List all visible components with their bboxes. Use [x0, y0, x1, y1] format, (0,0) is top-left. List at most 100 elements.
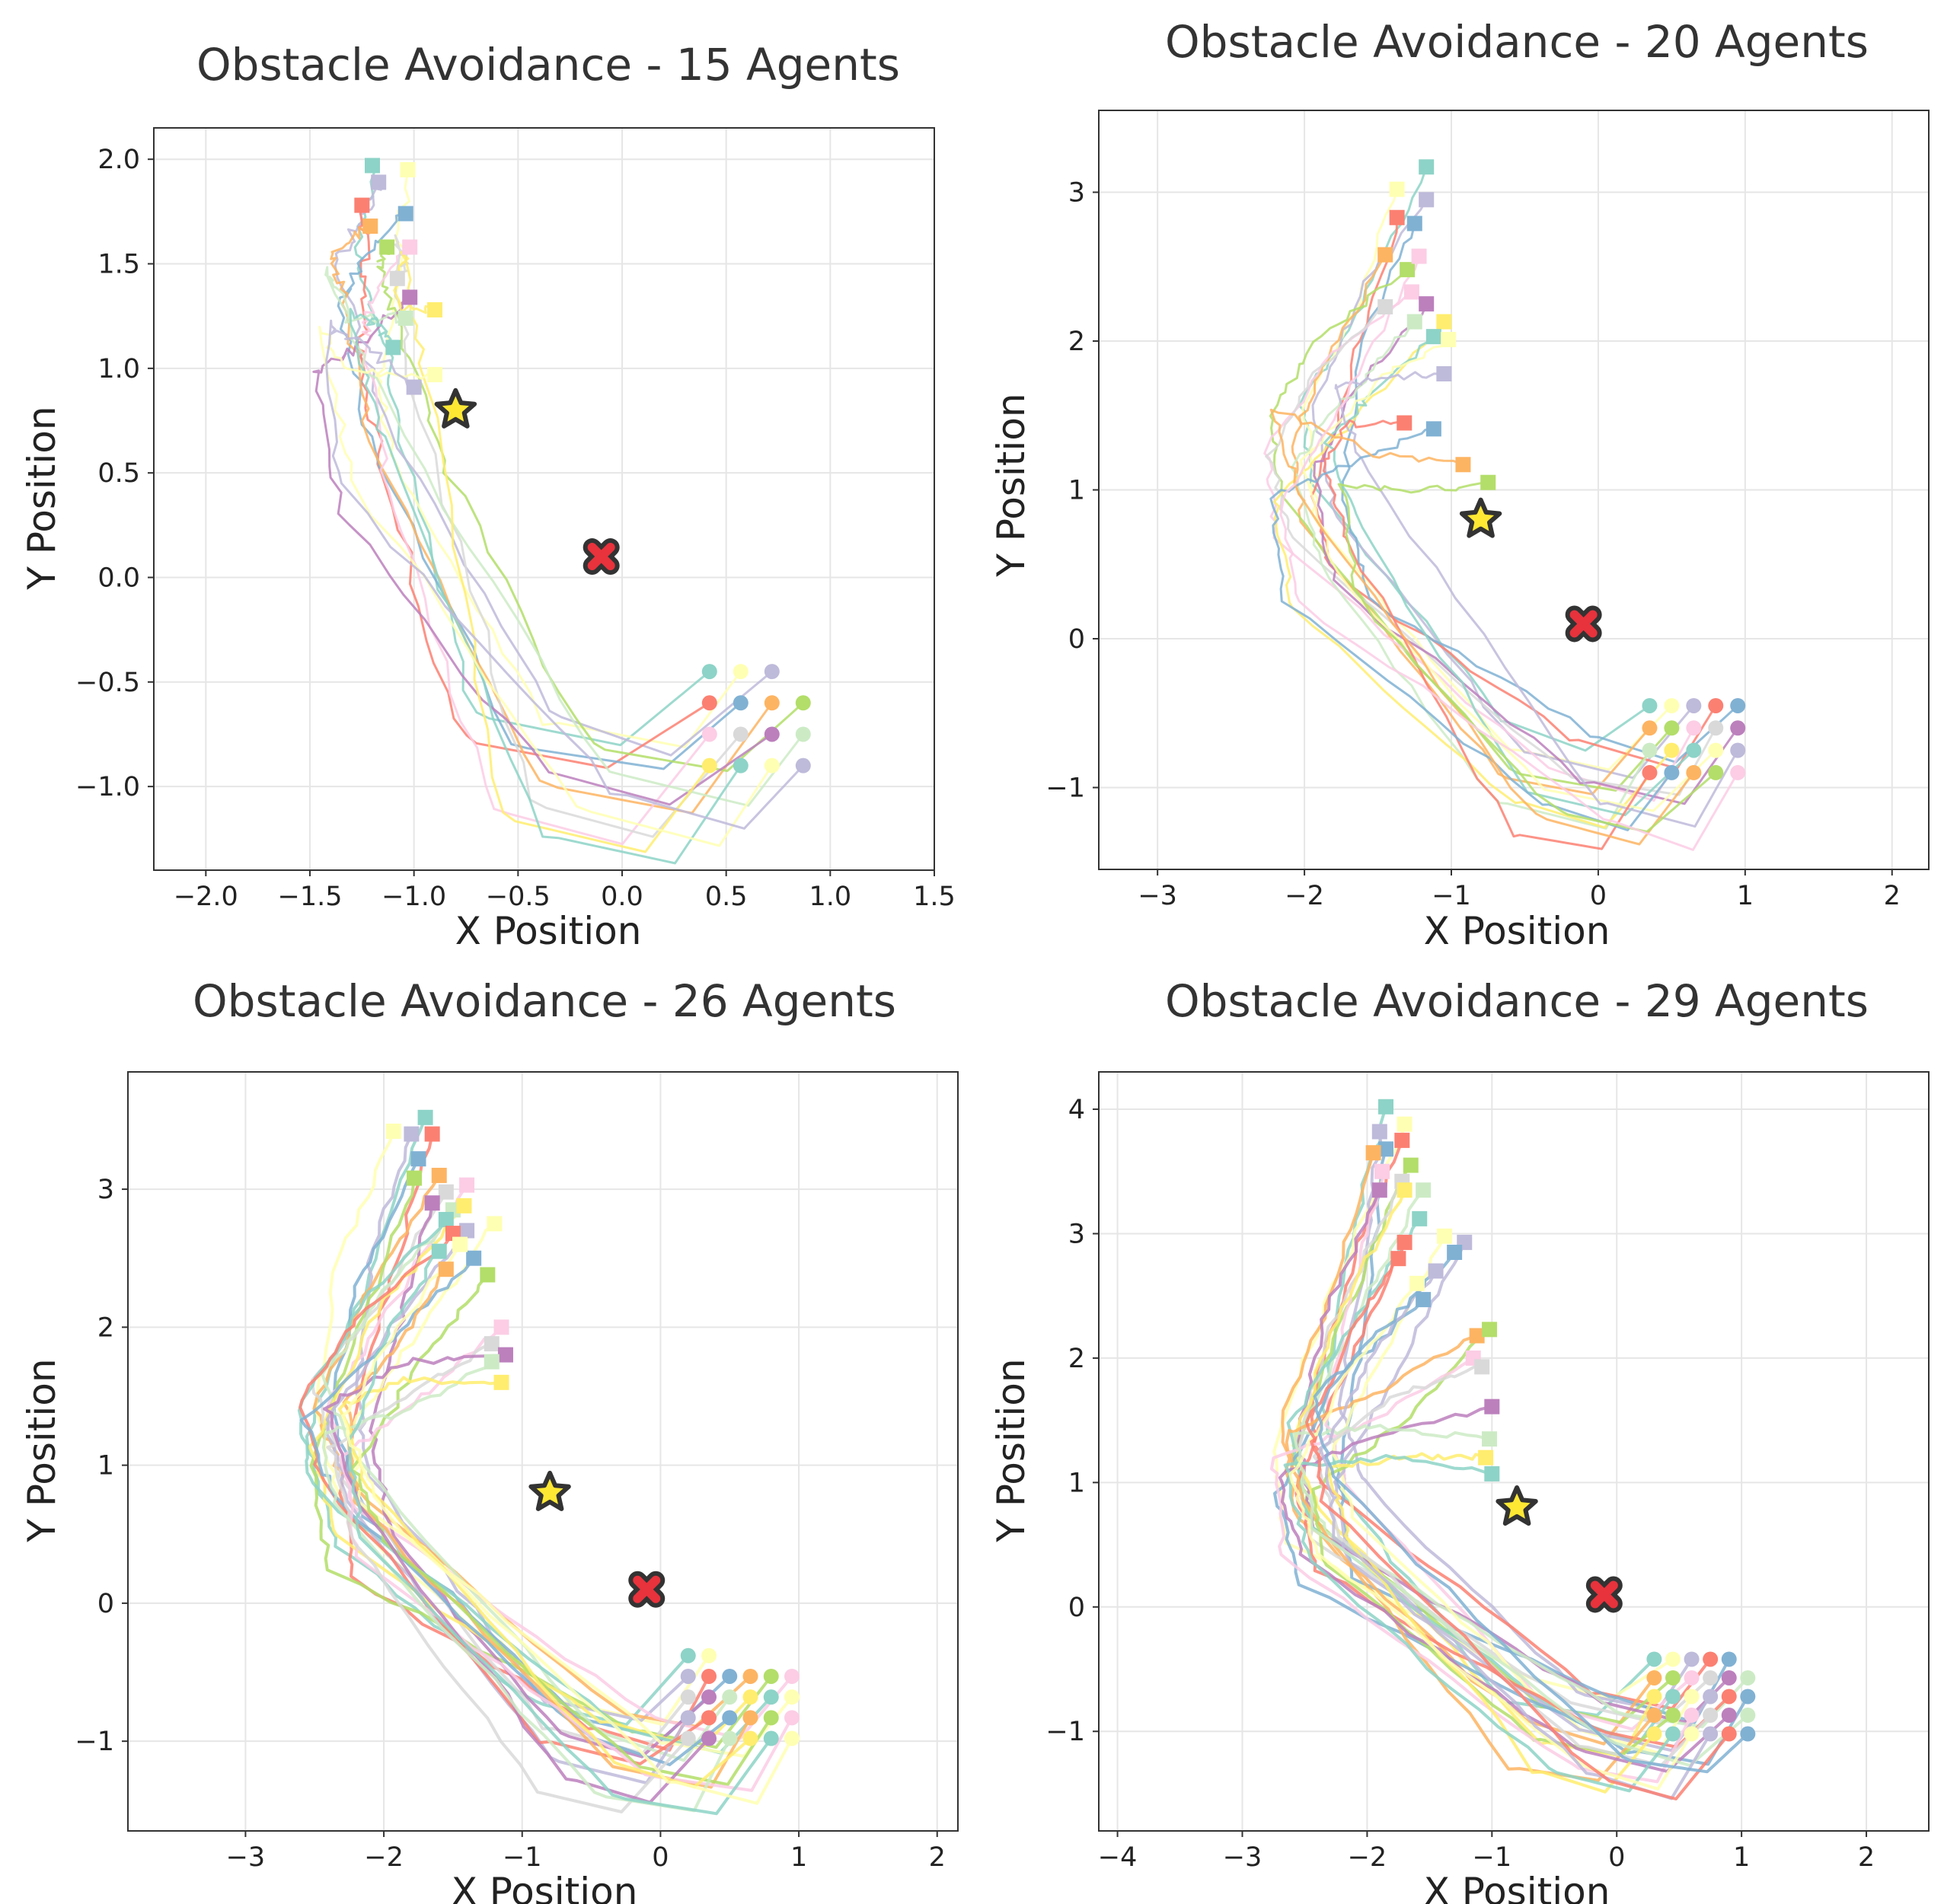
y-tick-label: −1	[75, 1727, 114, 1757]
end-markers	[385, 1109, 513, 1390]
end-marker	[397, 206, 413, 222]
end-marker	[1400, 262, 1416, 278]
start-marker	[733, 757, 749, 773]
start-marker	[784, 1668, 800, 1684]
end-marker	[1484, 1398, 1500, 1414]
start-marker	[784, 1710, 800, 1726]
start-marker	[1703, 1726, 1719, 1742]
trajectory-line	[341, 1243, 793, 1805]
trajectories	[1269, 1106, 1750, 1800]
start-marker	[1684, 1689, 1700, 1705]
start-marker	[1721, 1726, 1737, 1742]
trajectory-line	[1283, 1453, 1674, 1793]
trajectory-line	[1337, 1131, 1693, 1711]
end-marker	[1389, 181, 1405, 197]
y-tick-label: 0	[1068, 1593, 1085, 1623]
start-marker	[1686, 764, 1702, 780]
end-marker	[379, 239, 395, 255]
start-marker	[763, 1710, 779, 1726]
x-tick-label: −1	[1432, 881, 1471, 911]
end-marker	[389, 270, 405, 286]
end-marker	[400, 161, 416, 177]
end-marker	[1365, 1145, 1381, 1161]
start-marker	[701, 1647, 717, 1663]
start-marker	[1646, 1651, 1662, 1667]
x-tick-label: −1.5	[278, 882, 343, 912]
end-marker	[1397, 1182, 1413, 1198]
x-tick-label: −1	[503, 1842, 542, 1873]
start-marker	[1740, 1726, 1756, 1742]
start-marker	[1721, 1707, 1737, 1723]
trajectory-line	[1313, 1251, 1749, 1774]
end-marker	[1447, 1244, 1463, 1260]
y-tick-label: 1	[1068, 1468, 1085, 1498]
start-marker	[1708, 720, 1724, 736]
trajectory-line	[1327, 1452, 1655, 1794]
trajectory-line	[1322, 419, 1651, 850]
end-marker	[1403, 284, 1419, 300]
start-marker	[763, 1730, 779, 1746]
subplot-26-agents: Obstacle Avoidance - 26 Agents X Positio…	[20, 975, 959, 1904]
x-tick-label: −1.0	[381, 882, 446, 912]
end-marker	[1406, 314, 1422, 330]
end-marker	[417, 1109, 433, 1125]
start-marker	[1721, 1651, 1737, 1667]
start-marker	[1730, 764, 1746, 780]
end-marker	[1480, 474, 1496, 490]
end-marker	[1419, 159, 1435, 175]
start-marker	[1684, 1670, 1700, 1686]
trajectory-line	[1290, 321, 1651, 830]
start-marker	[1642, 720, 1658, 736]
ticks: −3 −2 −1 0 1 2 −1 0 1 2 3	[1045, 178, 1901, 911]
end-marker	[438, 1184, 454, 1200]
x-tick-label: −1	[1473, 1842, 1512, 1873]
y-tick-label: −1	[1045, 1717, 1085, 1747]
start-marker	[742, 1668, 758, 1684]
start-marker	[701, 1710, 717, 1726]
trajectory-line	[1279, 256, 1739, 851]
end-marker	[404, 1126, 420, 1142]
start-markers	[680, 1647, 800, 1746]
trajectory-line	[298, 1232, 710, 1765]
ticks: −4 −3 −2 −1 0 1 2 −1 0 1 2 3 4	[1045, 1095, 1875, 1873]
end-marker	[354, 197, 370, 213]
end-marker	[497, 1347, 513, 1363]
obstacle-x-marker	[628, 1571, 666, 1608]
trajectory-line	[1263, 291, 1695, 802]
y-tick-label: 3	[1068, 178, 1085, 209]
end-marker	[1482, 1431, 1498, 1447]
grid	[128, 1072, 958, 1831]
x-tick-label: 1	[790, 1842, 807, 1873]
x-axis-label: X Position	[1424, 909, 1610, 953]
trajectory-line	[1269, 1357, 1693, 1784]
end-marker	[427, 301, 442, 317]
x-tick-label: −2	[1348, 1842, 1387, 1873]
y-tick-label: 1	[1068, 476, 1085, 506]
end-marker	[459, 1177, 475, 1193]
end-marker	[427, 367, 442, 383]
start-marker	[680, 1647, 696, 1663]
x-tick-label: −3	[1223, 1842, 1262, 1873]
end-marker	[362, 218, 378, 234]
start-marker	[1665, 1651, 1681, 1667]
x-tick-label: −3	[226, 1842, 266, 1873]
start-marker	[764, 726, 780, 742]
start-marker	[1686, 742, 1702, 758]
start-marker	[1686, 720, 1702, 736]
start-marker	[1665, 1726, 1681, 1742]
x-tick-label: 2	[1858, 1842, 1875, 1873]
start-marker	[1642, 742, 1658, 758]
trajectory-line	[347, 1250, 773, 1816]
end-marker	[456, 1198, 472, 1214]
trajectory-line	[325, 319, 804, 830]
y-tick-label: 2	[97, 1312, 114, 1343]
end-marker	[1474, 1359, 1490, 1375]
end-marker	[438, 1211, 454, 1227]
y-axis-label: Y Position	[989, 393, 1033, 577]
x-axis-label: X Position	[452, 1870, 638, 1904]
trajectory-line	[1294, 1242, 1731, 1749]
end-marker	[1371, 1124, 1387, 1140]
y-tick-label: 0	[1068, 624, 1085, 655]
end-marker	[1428, 1263, 1444, 1279]
